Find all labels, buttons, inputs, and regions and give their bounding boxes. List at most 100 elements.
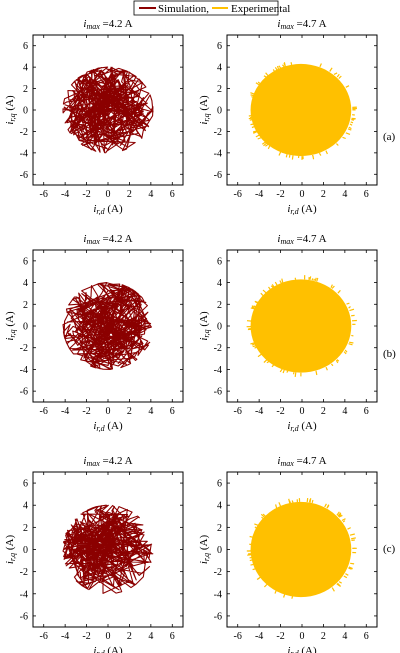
y-tick-label: -2 bbox=[20, 567, 28, 578]
x-tick-label: 2 bbox=[127, 631, 132, 642]
y-tick-label: 6 bbox=[217, 41, 222, 52]
y-tick-label: -4 bbox=[214, 589, 222, 600]
x-tick-label: 2 bbox=[127, 189, 132, 200]
x-tick-label: 0 bbox=[300, 189, 305, 200]
x-tick-label: 4 bbox=[148, 189, 153, 200]
y-tick-label: 4 bbox=[23, 63, 28, 74]
x-tick-label: 2 bbox=[321, 406, 326, 417]
panel-title: imax =4.2 A bbox=[83, 18, 132, 31]
simulation-trajectory bbox=[62, 66, 154, 154]
x-tick-label: -2 bbox=[82, 631, 90, 642]
row-label-b: (b) bbox=[383, 348, 396, 360]
x-axis-label: ir,d (A) bbox=[287, 420, 317, 433]
x-tick-label: -2 bbox=[82, 189, 90, 200]
y-tick-label: 4 bbox=[217, 63, 222, 74]
panel-title: imax =4.7 A bbox=[277, 455, 326, 468]
panel-3: -6 -4 -2 0 2 4 6 6 4 2 0 -2 -4 -6 imax =4.2 A ir,d (A) i… bbox=[4, 233, 184, 433]
panel-title: imax =4.2 A bbox=[83, 233, 132, 246]
x-axis-label: ir,d (A) bbox=[93, 420, 123, 433]
panel-title: imax =4.7 A bbox=[277, 18, 326, 31]
y-tick-label: 4 bbox=[23, 501, 28, 512]
x-tick-label: -4 bbox=[255, 406, 263, 417]
y-tick-label: 4 bbox=[217, 501, 222, 512]
x-tick-label: 6 bbox=[170, 631, 175, 642]
x-tick-label: 2 bbox=[321, 189, 326, 200]
legend-label-experimental: Experimental bbox=[231, 3, 290, 15]
simulation-trajectory bbox=[62, 282, 152, 370]
y-axis-label: ir,q (A) bbox=[198, 535, 211, 565]
y-tick-label: 0 bbox=[23, 106, 28, 117]
y-tick-label: 0 bbox=[217, 322, 222, 333]
x-tick-label: 4 bbox=[148, 406, 153, 417]
panel-1: -6 -4 -2 0 2 4 6 6 4 2 0 -2 -4 -6 imax =4.2 A ir,d (A) i… bbox=[4, 18, 184, 216]
experimental-cloud bbox=[250, 63, 352, 157]
y-tick-label: -4 bbox=[214, 365, 222, 376]
x-axis-label: ir,d (A) bbox=[93, 645, 123, 653]
panel-6: -6 -4 -2 0 2 4 6 6 4 2 0 -2 -4 -6 imax =4.7 A ir,d (A) i… bbox=[198, 455, 378, 653]
experimental-fringe bbox=[246, 275, 357, 377]
x-tick-label: -4 bbox=[255, 189, 263, 200]
x-axis-label: ir,d (A) bbox=[287, 645, 317, 653]
x-tick-label: -6 bbox=[234, 189, 242, 200]
y-tick-label: 0 bbox=[217, 106, 222, 117]
x-tick-label: -2 bbox=[276, 406, 284, 417]
panel-4: -6 -4 -2 0 2 4 6 6 4 2 0 -2 -4 -6 imax =4.7 A ir,d (A) i… bbox=[198, 233, 378, 433]
experimental-cloud bbox=[250, 279, 352, 373]
row-label-a: (a) bbox=[383, 131, 396, 143]
x-tick-label: 0 bbox=[106, 189, 111, 200]
y-tick-label: 4 bbox=[217, 278, 222, 289]
y-tick-label: -2 bbox=[214, 567, 222, 578]
y-tick-label: -6 bbox=[214, 611, 222, 622]
experimental-fringe bbox=[248, 62, 358, 160]
y-tick-label: -4 bbox=[20, 365, 28, 376]
x-tick-label: -6 bbox=[40, 406, 48, 417]
x-tick-label: -4 bbox=[61, 631, 69, 642]
x-tick-label: -4 bbox=[61, 189, 69, 200]
x-tick-label: -6 bbox=[234, 631, 242, 642]
x-tick-label: -6 bbox=[40, 189, 48, 200]
x-tick-label: 6 bbox=[170, 189, 175, 200]
panel-title: imax =4.2 A bbox=[83, 455, 132, 468]
x-tick-label: -2 bbox=[82, 406, 90, 417]
panels: -6 -4 -2 0 2 4 6 6 4 2 0 -2 -4 -6 imax =4.2 A ir,d (A) i… bbox=[4, 18, 378, 653]
y-tick-label: 4 bbox=[23, 278, 28, 289]
experimental-fringe bbox=[246, 498, 357, 599]
row-label-c: (c) bbox=[383, 543, 396, 555]
y-tick-label: 0 bbox=[23, 322, 28, 333]
y-tick-label: -6 bbox=[20, 170, 28, 181]
x-tick-label: 4 bbox=[342, 189, 347, 200]
y-axis-label: ir,q (A) bbox=[198, 95, 211, 125]
y-tick-label: 6 bbox=[217, 256, 222, 267]
y-tick-label: 2 bbox=[23, 300, 28, 311]
y-tick-label: 2 bbox=[23, 84, 28, 95]
x-tick-label: 0 bbox=[300, 631, 305, 642]
y-axis-label: ir,q (A) bbox=[4, 535, 17, 565]
x-tick-label: -4 bbox=[255, 631, 263, 642]
y-tick-label: -4 bbox=[214, 148, 222, 159]
y-tick-label: -6 bbox=[214, 387, 222, 398]
x-tick-label: 4 bbox=[342, 406, 347, 417]
legend: Simulation, Experimental bbox=[133, 0, 290, 16]
data-series-experimental bbox=[248, 62, 358, 160]
data-series-experimental bbox=[246, 275, 357, 377]
x-tick-label: -6 bbox=[234, 406, 242, 417]
y-axis-label: ir,q (A) bbox=[4, 311, 17, 341]
y-tick-label: 2 bbox=[217, 84, 222, 95]
data-series-simulation bbox=[62, 66, 154, 154]
x-tick-label: 4 bbox=[342, 631, 347, 642]
data-series-experimental bbox=[246, 498, 357, 599]
x-tick-label: 0 bbox=[106, 631, 111, 642]
x-axis-label: ir,d (A) bbox=[93, 203, 123, 216]
simulation-trajectory bbox=[62, 504, 154, 594]
x-tick-label: 6 bbox=[364, 406, 369, 417]
x-tick-label: 0 bbox=[300, 406, 305, 417]
y-tick-label: -4 bbox=[20, 589, 28, 600]
x-tick-label: 2 bbox=[321, 631, 326, 642]
y-tick-label: -2 bbox=[214, 343, 222, 354]
y-tick-label: 2 bbox=[217, 300, 222, 311]
y-tick-label: 6 bbox=[23, 41, 28, 52]
y-tick-label: 6 bbox=[23, 479, 28, 490]
x-tick-label: -6 bbox=[40, 631, 48, 642]
y-tick-label: 2 bbox=[23, 523, 28, 534]
